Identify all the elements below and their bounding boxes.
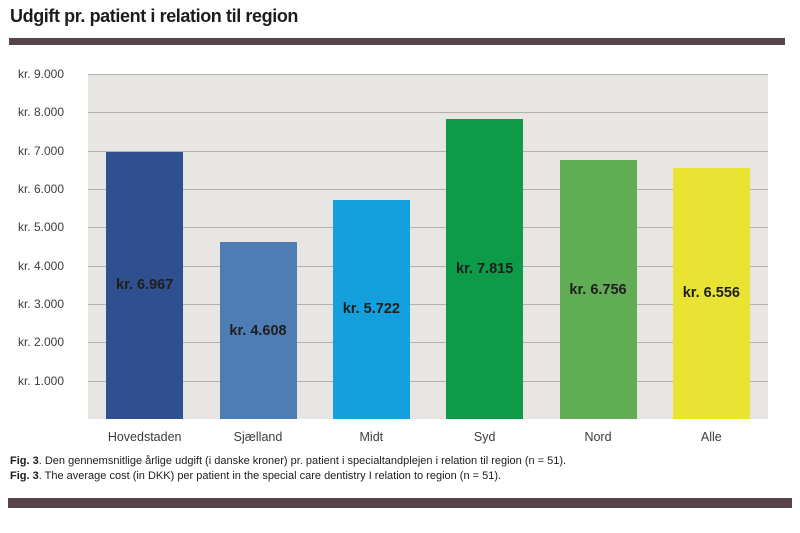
caption-text-english: . The average cost (in DKK) per patient … [38,469,502,482]
gridline [88,150,768,152]
y-axis-tick-label: kr. 8.000 [17,105,64,120]
bar-value-label: kr. 6.967 [116,277,174,294]
caption-line-english: Fig. 3. The average cost (in DKK) per pa… [10,469,566,484]
x-axis-tick-label: Syd [473,430,496,444]
bar-value-label: kr. 7.815 [456,261,514,278]
bar-value-label: kr. 6.556 [682,285,740,302]
y-axis-tick-label: kr. 7.000 [17,143,64,158]
gridline [88,227,768,229]
x-axis-tick-label: Midt [359,430,384,444]
gridline [88,342,768,344]
gridline [88,265,768,267]
y-axis-tick-label: kr. 9.000 [17,67,64,81]
title-rule [9,38,785,45]
plot-area: kr. 6.967 kr. 4.608 kr. 5.722 kr. 7.815 kr. … [88,74,768,419]
x-axis-tick-label: Sjælland [233,430,283,444]
bar-value-label: kr. 4.608 [229,322,287,339]
gridline [88,112,768,114]
y-axis-tick-label: kr. 4.000 [17,258,64,273]
bar-sjælland: kr. 4.608 [219,242,297,419]
caption-line-danish: Fig. 3. Den gennemsnitlige årlige udgift… [10,454,566,469]
bar-syd: kr. 7.815 [446,119,524,419]
bar-midt: kr. 5.722 [332,199,410,419]
bar-value-label: kr. 6.756 [569,281,627,298]
y-axis-tick-label: kr. 5.000 [17,220,64,235]
footer-rule [8,498,792,508]
x-axis-tick-label: Hovedstaden [107,430,182,444]
y-axis-tick-label: kr. 3.000 [17,297,64,311]
caption-text-danish: . Den gennemsnitlige årlige udgift (i da… [38,455,567,467]
x-axis-tick-label: Nord [584,430,612,444]
chart-title: Udgift pr. patient i relation til region [10,6,299,26]
caption-fig-label-danish: Fig. 3 [10,455,39,467]
y-axis-tick-label: kr. 6.000 [17,182,64,196]
bar-hovedstaden: kr. 6.967 [106,151,184,419]
bar-value-label: kr. 5.722 [342,301,400,318]
y-axis-tick-label: kr. 1.000 [17,373,64,388]
y-axis-tick-label: kr. 2.000 [17,335,64,350]
figure-caption: Fig. 3. Den gennemsnitlige årlige udgift… [10,454,566,483]
gridline [88,304,768,305]
bar-nord: kr. 6.756 [559,160,637,419]
x-axis-tick-label: Alle [700,430,722,444]
gridline [88,74,768,75]
gridline [88,189,768,190]
gridline [88,380,768,382]
caption-fig-label-english: Fig. 3 [10,469,39,482]
bar-alle: kr. 6.556 [672,167,750,419]
